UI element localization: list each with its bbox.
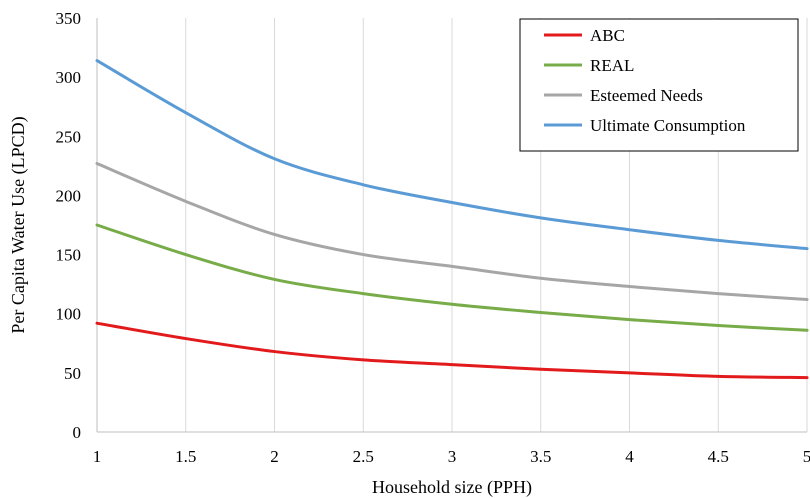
x-tick-label: 4: [625, 447, 634, 466]
series-line-ultimate-consumption: [95, 59, 809, 251]
y-tick-label: 100: [56, 305, 82, 324]
y-tick-label: 250: [56, 127, 82, 146]
legend-label-abc: ABC: [590, 26, 625, 45]
x-tick-label: 4.5: [708, 447, 729, 466]
y-tick-label: 350: [56, 9, 82, 28]
x-tick-label: 2.5: [353, 447, 374, 466]
y-axis-title: Per Capita Water Use (LPCD): [8, 116, 29, 333]
y-tick-label: 50: [64, 364, 81, 383]
x-tick-label: 3: [448, 447, 457, 466]
y-tick-label: 150: [56, 246, 82, 265]
x-tick-label: 2: [270, 447, 279, 466]
x-tick-label: 3.5: [530, 447, 551, 466]
x-axis-title: Household size (PPH): [372, 477, 532, 498]
y-tick-label: 0: [73, 423, 82, 442]
legend: ABC REAL Esteemed Needs Ultimate Consumptio…: [519, 18, 799, 152]
x-tick-label: 1: [93, 447, 102, 466]
legend-label-real: REAL: [590, 56, 634, 75]
series-line-esteemed-needs: [95, 161, 809, 302]
legend-label-esteemed-needs: Esteemed Needs: [590, 86, 703, 105]
y-tick-label: 200: [56, 186, 82, 205]
series-line-real: [95, 223, 809, 332]
legend-box: [519, 18, 799, 152]
x-tick-label: 1.5: [175, 447, 196, 466]
series-line-abc: [95, 321, 809, 380]
legend-label-ultimate-consumption: Ultimate Consumption: [590, 116, 746, 135]
series-lines: [95, 59, 809, 380]
x-tick-label: 5: [803, 447, 810, 466]
y-tick-label: 300: [56, 68, 82, 87]
